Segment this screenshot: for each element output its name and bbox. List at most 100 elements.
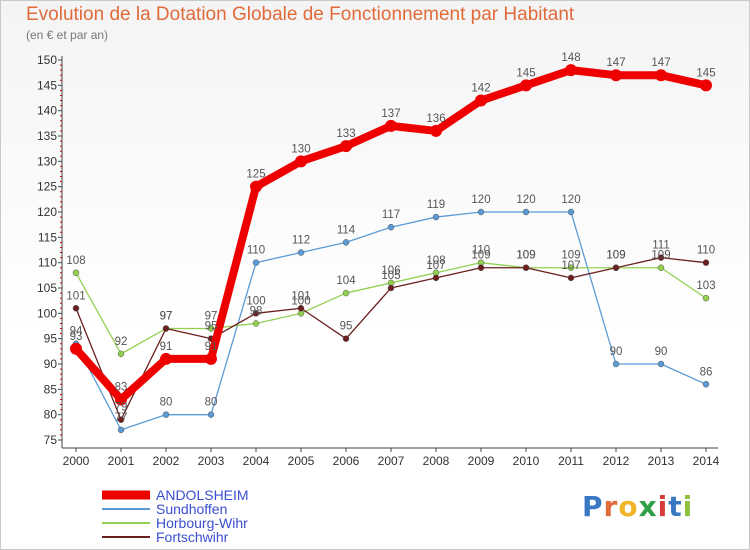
data-point	[115, 393, 127, 406]
data-point	[612, 264, 620, 271]
data-label: 108	[66, 255, 85, 267]
y-tick-label: 130	[37, 154, 57, 168]
data-label: 112	[292, 235, 310, 247]
data-label: 100	[291, 295, 310, 307]
data-point	[342, 289, 350, 297]
data-label: 147	[606, 57, 625, 69]
data-label: 109	[606, 250, 625, 262]
y-tick-label: 90	[44, 357, 58, 371]
x-tick-label: 2003	[198, 454, 225, 468]
data-label: 98	[250, 305, 263, 317]
data-point	[252, 259, 260, 266]
logo-letter: r	[603, 490, 619, 523]
data-label: 117	[382, 209, 400, 221]
data-point	[117, 426, 125, 434]
x-tick-label: 2002	[153, 454, 180, 468]
data-label: 137	[381, 108, 400, 120]
logo-letter: t	[668, 490, 683, 523]
data-label: 145	[516, 67, 535, 79]
data-label: 120	[561, 194, 580, 206]
data-point	[387, 284, 395, 292]
data-point	[610, 69, 622, 82]
data-label: 90	[610, 346, 623, 358]
data-label: 109	[516, 250, 535, 262]
data-point	[432, 213, 440, 221]
data-label: 80	[205, 397, 218, 409]
data-label: 77	[115, 412, 128, 424]
y-tick-label: 140	[37, 104, 57, 118]
data-point	[702, 294, 710, 302]
data-point	[702, 259, 710, 266]
data-label: 109	[651, 250, 670, 262]
data-label: 97	[160, 311, 173, 323]
data-point	[522, 264, 530, 271]
data-point	[387, 223, 395, 231]
data-point	[342, 239, 350, 246]
data-label: 110	[472, 245, 490, 257]
data-label: 94	[70, 326, 83, 338]
data-point	[117, 416, 125, 423]
data-point	[385, 119, 397, 132]
data-point	[655, 69, 667, 82]
data-label: 142	[471, 83, 490, 95]
data-point	[205, 352, 217, 365]
x-tick-label: 2000	[63, 454, 90, 468]
y-tick-label: 120	[37, 205, 57, 219]
data-point	[72, 269, 80, 277]
data-point	[207, 411, 215, 418]
data-point	[567, 208, 575, 216]
x-tick-label: 2001	[108, 454, 135, 468]
data-point	[567, 274, 575, 282]
y-tick-label: 105	[37, 281, 57, 295]
data-point	[162, 325, 170, 332]
data-label: 86	[700, 366, 713, 378]
data-label: 95	[205, 321, 218, 333]
data-point	[522, 208, 530, 216]
data-label: 136	[426, 113, 445, 125]
y-tick-label: 125	[37, 180, 57, 194]
data-label: 101	[66, 290, 85, 302]
chart-subtitle: (en € et par an)	[26, 28, 109, 42]
y-tick-label: 80	[44, 408, 58, 422]
x-tick-label: 2010	[513, 454, 540, 468]
x-tick-label: 2008	[423, 454, 450, 468]
data-label: 92	[115, 336, 128, 348]
y-tick-label: 110	[38, 256, 57, 270]
data-label: 101	[291, 290, 310, 302]
data-label: 114	[337, 224, 356, 236]
data-point	[475, 94, 487, 107]
data-point	[612, 360, 620, 368]
data-label: 105	[381, 270, 400, 282]
data-label: 97	[160, 311, 173, 323]
data-label: 119	[427, 199, 445, 211]
data-point	[297, 249, 305, 256]
data-label: 91	[205, 341, 218, 353]
data-label: 133	[336, 128, 355, 140]
logo-letter: i	[657, 490, 669, 523]
data-label: 109	[606, 250, 625, 262]
data-point	[432, 274, 440, 282]
x-tick-label: 2009	[468, 454, 495, 468]
x-tick-label: 2006	[333, 454, 360, 468]
data-point	[340, 140, 352, 153]
data-label: 107	[561, 260, 580, 272]
data-point	[657, 360, 665, 368]
data-point	[207, 325, 215, 332]
data-label: 103	[696, 280, 715, 292]
chart-title: Evolution de la Dotation Globale de Fonc…	[26, 4, 575, 25]
x-tick-label: 2005	[288, 454, 315, 468]
data-label: 111	[652, 240, 669, 252]
proxiti-logo: Proxiti	[582, 490, 693, 523]
logo-letter: o	[618, 490, 639, 523]
y-tick-label: 100	[37, 306, 57, 320]
data-point	[297, 305, 305, 312]
data-label: 120	[471, 194, 490, 206]
data-point	[72, 305, 80, 312]
x-tick-label: 2012	[603, 454, 630, 468]
data-label: 108	[426, 255, 445, 267]
data-point	[162, 411, 170, 418]
logo-letter: x	[638, 490, 658, 523]
x-tick-label: 2004	[243, 454, 270, 468]
x-tick-label: 2011	[558, 454, 584, 468]
data-label: 130	[291, 143, 310, 155]
